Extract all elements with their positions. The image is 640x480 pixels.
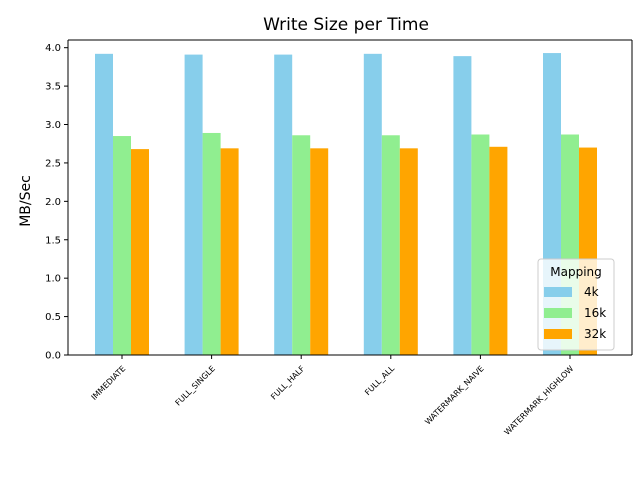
bar-32k-full_all	[399, 148, 418, 355]
bar-32k-full_single	[220, 148, 239, 355]
y-tick-label: 3.0	[45, 120, 61, 131]
bar-16k-watermark_naive	[471, 134, 490, 355]
y-axis-label: MB/Sec	[18, 175, 34, 227]
legend-label-16k: 16k	[584, 306, 606, 320]
y-tick-label: 1.0	[45, 274, 61, 285]
legend-box	[537, 258, 615, 351]
legend-swatch-16k	[544, 308, 572, 318]
y-tick-label: 4.0	[45, 43, 61, 54]
bar-4k-full_single	[184, 54, 203, 355]
bar-4k-full_all	[363, 53, 382, 355]
x-tick-label: IMMEDIATE	[90, 364, 128, 402]
legend-swatch-32k	[544, 329, 572, 339]
bar-32k-watermark_naive	[489, 146, 508, 355]
y-tick-label: 2.0	[45, 197, 61, 208]
x-tick-label: FULL_ALL	[363, 364, 396, 397]
bar-4k-watermark_naive	[453, 56, 472, 355]
plot-area: 0.0 0.5 1.0 1.5 2.0 2.5 3.0 3.5 4.0 IMMEDIATE FULL…	[45, 39, 633, 437]
bar-4k-immediate	[95, 53, 113, 355]
bar-32k-immediate	[131, 149, 149, 355]
x-tick-label: FULL_SINGLE	[174, 364, 217, 407]
y-tick-label: 2.5	[45, 158, 61, 169]
bar-32k-full_half	[310, 148, 329, 355]
legend-title: Mapping	[550, 265, 602, 279]
legend-label-4k: 4k	[584, 285, 599, 299]
x-tick-label: FULL_HALF	[269, 364, 307, 402]
bar-16k-full_half	[292, 135, 311, 355]
chart-title: Write Size per Time	[263, 15, 429, 35]
y-tick-label: 0.5	[45, 312, 61, 323]
bar-4k-full_half	[274, 54, 293, 355]
y-tick-label: 1.5	[45, 235, 61, 246]
bar-16k-full_single	[202, 132, 221, 355]
bar-16k-full_all	[381, 135, 400, 355]
legend-label-32k: 32k	[584, 327, 606, 341]
legend: Mapping 4k 16k 32k	[537, 258, 615, 351]
x-tick-label: WATERMARK_HIGHLOW	[503, 364, 576, 437]
bar-16k-immediate	[113, 136, 131, 355]
y-tick-label: 0.0	[45, 351, 61, 362]
x-tick-label: WATERMARK_NAIVE	[423, 364, 485, 426]
legend-swatch-4k	[544, 287, 572, 297]
y-tick-label: 3.5	[45, 82, 61, 93]
